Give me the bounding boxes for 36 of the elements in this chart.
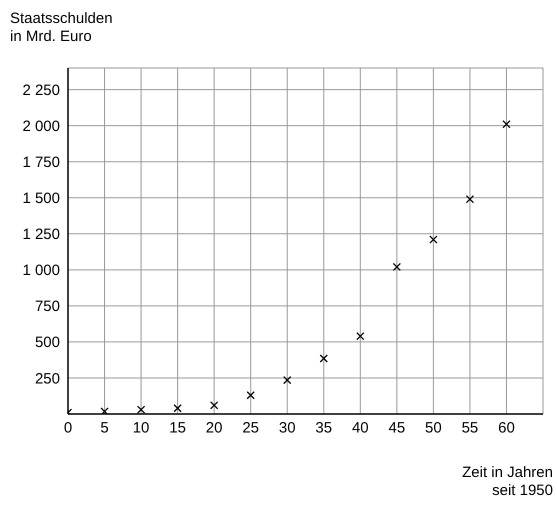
x-tick-label: 20 (206, 420, 222, 437)
x-tick-label: 25 (242, 420, 260, 437)
point (392, 262, 401, 272)
x-tick-label: 40 (352, 420, 369, 437)
point (356, 332, 364, 340)
x-tick-label: 0 (64, 420, 72, 437)
x-tick-label: 55 (462, 420, 478, 437)
x-tick-label: 15 (169, 420, 186, 437)
y-tick-label: 2 250 (22, 82, 60, 99)
y-tick-label: 500 (34, 334, 60, 352)
y-tick-label: 250 (34, 370, 60, 388)
point (246, 391, 255, 400)
x-tick-label: 30 (278, 420, 296, 437)
y-tick-label: 750 (34, 298, 60, 316)
point (210, 401, 218, 410)
x-tick-label: 45 (388, 420, 406, 437)
x-tick-label: 5 (100, 420, 109, 437)
point (136, 406, 146, 414)
point (173, 404, 182, 412)
x-axis-title: Zeit in Jahren seit 1950 (462, 464, 553, 500)
y-tick-label: 1 250 (22, 226, 60, 244)
y-axis-title: Staatsschulden in Mrd. Euro (10, 10, 113, 46)
point (283, 376, 292, 384)
point (466, 195, 474, 204)
y-tick-label: 2 000 (22, 118, 60, 135)
point (429, 235, 438, 244)
y-tick-label: 1 750 (22, 154, 60, 172)
y-tick-label: 1 000 (22, 262, 60, 280)
point (100, 407, 109, 414)
x-tick-label: 60 (498, 420, 515, 437)
x-tick-label: 35 (315, 420, 332, 437)
point (502, 120, 511, 128)
point (320, 354, 328, 363)
x-tick-label: 50 (425, 420, 442, 437)
y-tick-label: 1 500 (22, 190, 60, 208)
x-tick-label: 10 (132, 420, 150, 437)
